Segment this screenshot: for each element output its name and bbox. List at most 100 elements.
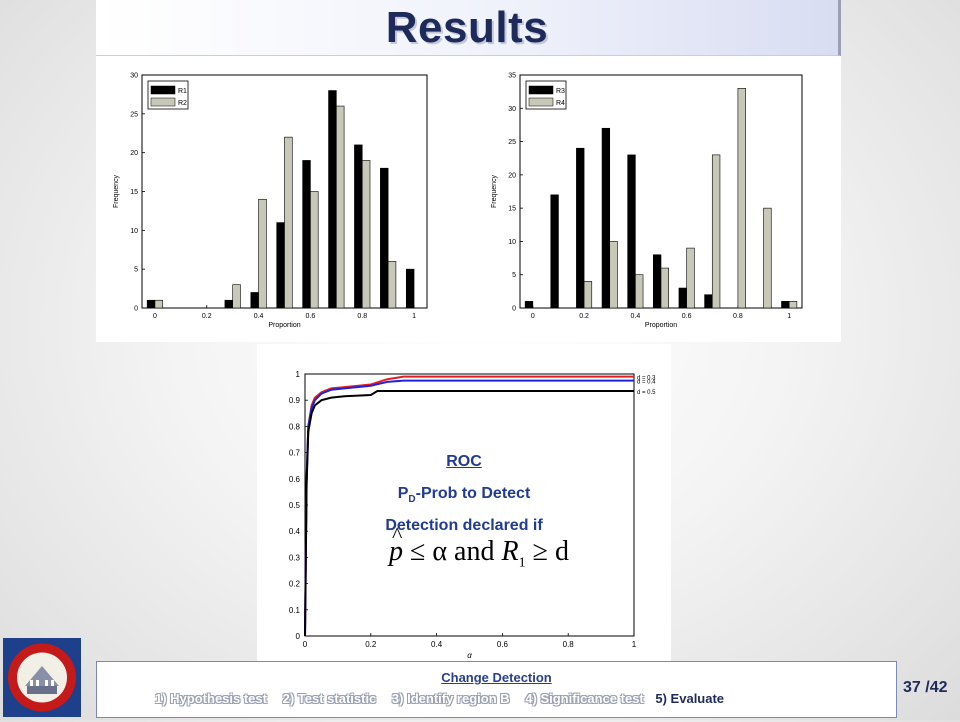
slide-title: Results — [385, 3, 549, 52]
step-test-statistic[interactable]: 2) Test statistic — [282, 691, 377, 706]
bar — [154, 299, 164, 309]
x-tick-label: 0 — [153, 313, 157, 320]
bar — [781, 301, 790, 309]
roc-x-tick-label: 0.6 — [497, 640, 509, 649]
bar — [387, 261, 397, 309]
bar — [609, 241, 618, 309]
seal-base — [27, 686, 57, 694]
bar — [583, 281, 593, 309]
bar — [284, 136, 293, 309]
histogram-panel: 0 5 10 15 20 25 30 0 0.2 0.4 0.6 0.8 1 Proportion Freq… — [96, 56, 841, 342]
roc-figure: 0 0.1 0.2 0.3 0.4 0.5 0.6 0.7 0.8 0.9 1 0 0.2 0.4 0.6 0… — [289, 370, 656, 660]
y-tick-label: 25 — [508, 139, 516, 146]
roc-y-tick-label: 0.2 — [289, 580, 301, 589]
roc-curve-3 — [304, 390, 634, 637]
bar — [336, 105, 345, 309]
x-tick-label: 0.4 — [254, 313, 264, 320]
legend-swatch — [150, 85, 176, 95]
bar — [146, 299, 156, 309]
roc-y-tick-label: 0.1 — [289, 606, 301, 615]
y-tick-label: 20 — [130, 150, 138, 157]
bar — [601, 127, 611, 309]
detection-rule-label: Detection declared if — [385, 517, 543, 534]
y-tick-label: 30 — [508, 106, 516, 113]
x-tick-label: 0.8 — [733, 313, 743, 320]
roc-y-tick-label: 0.3 — [289, 553, 301, 562]
bar — [328, 90, 337, 309]
formula-p: p — [389, 536, 403, 567]
roc-y-tick-label: 0.9 — [289, 396, 301, 405]
y-tick-label: 20 — [508, 172, 516, 179]
roc-y-tick-label: 0.6 — [289, 475, 301, 484]
page-current: 37 — [903, 679, 921, 696]
bar — [627, 154, 636, 309]
roc-legend-label: d = 0.5 — [637, 390, 656, 396]
histogram-1: 0 5 10 15 20 25 30 0 0.2 0.4 0.6 0.8 1 Proportion Freq… — [113, 73, 428, 329]
y-tick-label: 10 — [130, 228, 138, 235]
y-tick-label: 10 — [508, 239, 516, 246]
bar — [576, 147, 585, 309]
roc-x-tick-label: 1 — [632, 640, 637, 649]
y-tick-label: 0 — [134, 306, 138, 313]
footer-navigation: Change Detection 1) Hypothesis test 2) T… — [96, 661, 897, 718]
roc-x-tick-label: 0.2 — [365, 640, 377, 649]
bar — [224, 299, 233, 309]
bar — [686, 247, 695, 309]
seal-column — [45, 680, 48, 686]
formula-hat: ^ — [392, 522, 403, 547]
bar — [635, 274, 644, 309]
roc-x-tick-label: 0.4 — [431, 640, 443, 649]
bar — [704, 294, 713, 309]
bar — [678, 287, 687, 309]
pd-symbol: P — [397, 485, 409, 502]
x-tick-label: 0.2 — [202, 313, 212, 320]
roc-y-tick-label: 0.4 — [289, 527, 301, 536]
bar — [232, 284, 241, 309]
bar — [276, 222, 285, 309]
roc-chart: 0 0.1 0.2 0.3 0.4 0.5 0.6 0.7 0.8 0.9 1 0 0.2 0.4 0.6 0… — [289, 370, 656, 660]
footer-title-link[interactable]: Change Detection — [441, 670, 552, 685]
y-tick-label: 5 — [134, 267, 138, 274]
bar — [354, 144, 363, 309]
step-identify-region[interactable]: 3) Identify region B — [391, 691, 510, 706]
bar — [660, 267, 669, 309]
x-tick-label: 0.8 — [357, 313, 367, 320]
bar — [380, 167, 389, 309]
bar — [788, 301, 798, 309]
pd-description: -Prob to Detect — [415, 485, 531, 502]
bar — [405, 268, 415, 309]
seal-dome — [25, 666, 59, 686]
bar — [258, 198, 267, 309]
roc-panel: 0 0.1 0.2 0.3 0.4 0.5 0.6 0.7 0.8 0.9 1 0 0.2 0.4 0.6 0… — [257, 344, 671, 662]
bar — [310, 191, 319, 309]
roc-y-tick-label: 0.8 — [289, 422, 301, 431]
pd-subscript: D — [408, 494, 416, 506]
bar — [361, 160, 371, 309]
roc-heading: ROC — [446, 453, 482, 470]
legend-swatch — [150, 97, 176, 107]
bar — [550, 194, 559, 309]
roc-y-tick-label: 0.7 — [289, 449, 301, 458]
page-total: /42 — [925, 679, 948, 696]
x-tick-label: 0.6 — [306, 313, 316, 320]
step-evaluate[interactable]: 5) Evaluate — [655, 691, 725, 706]
legend-swatch — [528, 97, 554, 107]
roc-legend-label: d = 0.4 — [637, 380, 656, 386]
footer-steps: 1) Hypothesis test 2) Test statistic 3) … — [155, 691, 724, 706]
bar — [524, 301, 534, 309]
formula-and: and — [454, 536, 495, 567]
university-seal-icon — [3, 638, 81, 717]
y-tick-label: 35 — [508, 73, 516, 80]
legend-label: R4 — [556, 100, 565, 107]
formula-R-sub: 1 — [518, 555, 526, 571]
title-bar: Results — [96, 0, 841, 56]
y-tick-label: 0 — [512, 306, 516, 313]
roc-y-tick-label: 0.5 — [289, 501, 301, 510]
roc-pd-line: PD-Prob to Detect — [257, 485, 671, 505]
bar — [653, 254, 662, 309]
formula-d-cond: ≥ d — [532, 536, 569, 567]
bar — [711, 154, 721, 309]
step-significance-test[interactable]: 4) Significance test — [525, 691, 644, 706]
step-hypothesis-test[interactable]: 1) Hypothesis test — [155, 691, 267, 706]
